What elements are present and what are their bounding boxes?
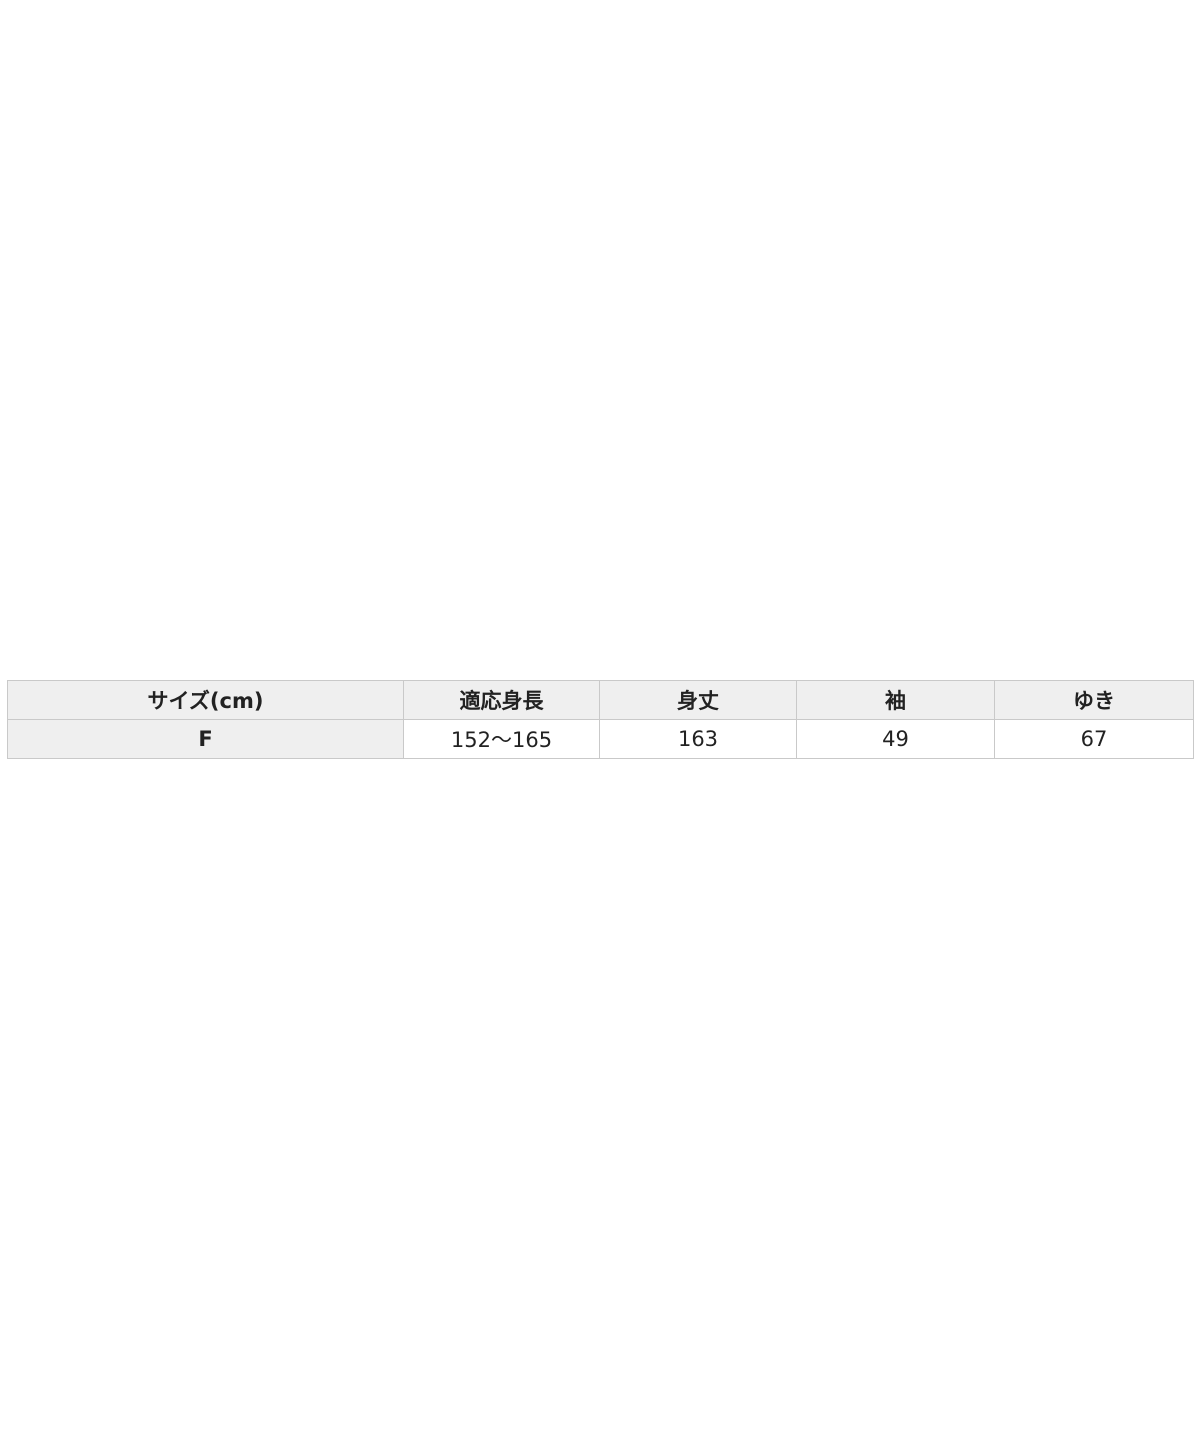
cell-height-range: 152〜165 [403, 719, 600, 759]
header-yuki: ゆき [994, 680, 1194, 720]
header-size: サイズ(cm) [7, 680, 404, 720]
cell-length: 163 [599, 719, 797, 759]
table-header-row: サイズ(cm) 適応身長 身丈 袖 ゆき [7, 680, 1194, 720]
cell-yuki: 67 [994, 719, 1194, 759]
cell-sleeve: 49 [796, 719, 995, 759]
header-length: 身丈 [599, 680, 797, 720]
table-row: F 152〜165 163 49 67 [7, 719, 1194, 759]
cell-size: F [7, 719, 404, 759]
header-height-range: 適応身長 [403, 680, 600, 720]
header-sleeve: 袖 [796, 680, 995, 720]
size-table: サイズ(cm) 適応身長 身丈 袖 ゆき F 152〜165 163 49 67 [7, 680, 1194, 759]
